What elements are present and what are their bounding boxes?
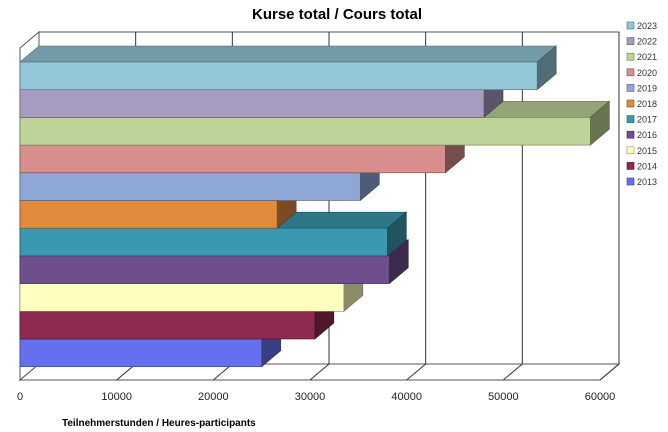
floor-gridline [503, 363, 523, 381]
legend-label: 2023 [637, 21, 657, 31]
bar-front-face [19, 200, 278, 229]
bars [19, 45, 611, 368]
legend-swatch [626, 68, 635, 77]
x-tick-label: 30000 [295, 391, 326, 403]
legend-label: 2016 [637, 130, 657, 140]
legend-item-2016: 2016 [626, 130, 657, 140]
bar-front-face [19, 117, 591, 146]
bar-front-face [19, 310, 316, 340]
legend-item-2022: 2022 [626, 37, 657, 47]
bar-front-face [19, 283, 345, 312]
bar-top-face [19, 45, 557, 63]
legend-item-2015: 2015 [626, 146, 657, 156]
bar-front-face [19, 172, 361, 201]
bar-front-face [19, 61, 538, 91]
bar-front-face [19, 144, 446, 174]
legend-label: 2019 [637, 83, 657, 93]
legend-item-2019: 2019 [626, 83, 657, 93]
floor-gridline [599, 363, 620, 381]
floor-gridline [406, 363, 426, 381]
legend-label: 2022 [637, 37, 657, 47]
legend-swatch [626, 162, 635, 170]
bar-2023 [19, 45, 557, 91]
legend-item-2014: 2014 [626, 161, 657, 171]
x-tick-label: 0 [17, 391, 23, 403]
x-axis-ticks: 0 10000 20000 30000 40000 50000 60000 [17, 391, 615, 403]
x-tick-label: 50000 [488, 391, 519, 403]
bar-front-face [19, 255, 390, 284]
bar-front-face [19, 227, 388, 257]
legend-swatch [626, 115, 635, 123]
legend-swatch [626, 52, 635, 61]
legend-swatch [626, 177, 635, 186]
bar-front-face [19, 89, 485, 118]
legend-label: 2021 [637, 52, 657, 62]
legend-label: 2013 [637, 177, 657, 187]
legend-label: 2015 [637, 146, 657, 156]
legend-label: 2020 [637, 68, 657, 78]
x-axis-label: Teilnehmerstunden / Heures-participants [62, 418, 256, 429]
legend-swatch [626, 130, 635, 139]
legend-item-2018: 2018 [626, 99, 657, 109]
x-tick-label: 10000 [101, 391, 132, 403]
legend-item-2017: 2017 [626, 115, 657, 125]
legend-label: 2018 [637, 99, 657, 109]
legend-swatch [626, 21, 635, 30]
legend-swatch [626, 99, 635, 108]
legend-label: 2014 [637, 161, 657, 171]
legend-label: 2017 [637, 115, 657, 125]
legend-item-2020: 2020 [626, 68, 657, 78]
chart-title: Kurse total / Cours total [252, 6, 422, 23]
legend-swatch [626, 37, 635, 45]
x-tick-label: 40000 [391, 391, 422, 403]
legend: 2023 2022 2021 2020 2019 2018 2017 2016 2015 2014… [626, 21, 657, 187]
legend-item-2013: 2013 [626, 177, 657, 187]
legend-item-2021: 2021 [626, 52, 657, 62]
x-tick-label: 60000 [585, 391, 616, 403]
legend-swatch [626, 84, 635, 92]
floor-gridline [309, 363, 330, 381]
legend-item-2023: 2023 [626, 21, 657, 31]
x-tick-label: 20000 [198, 391, 229, 403]
bar-front-face [19, 338, 262, 368]
legend-swatch [626, 146, 635, 155]
